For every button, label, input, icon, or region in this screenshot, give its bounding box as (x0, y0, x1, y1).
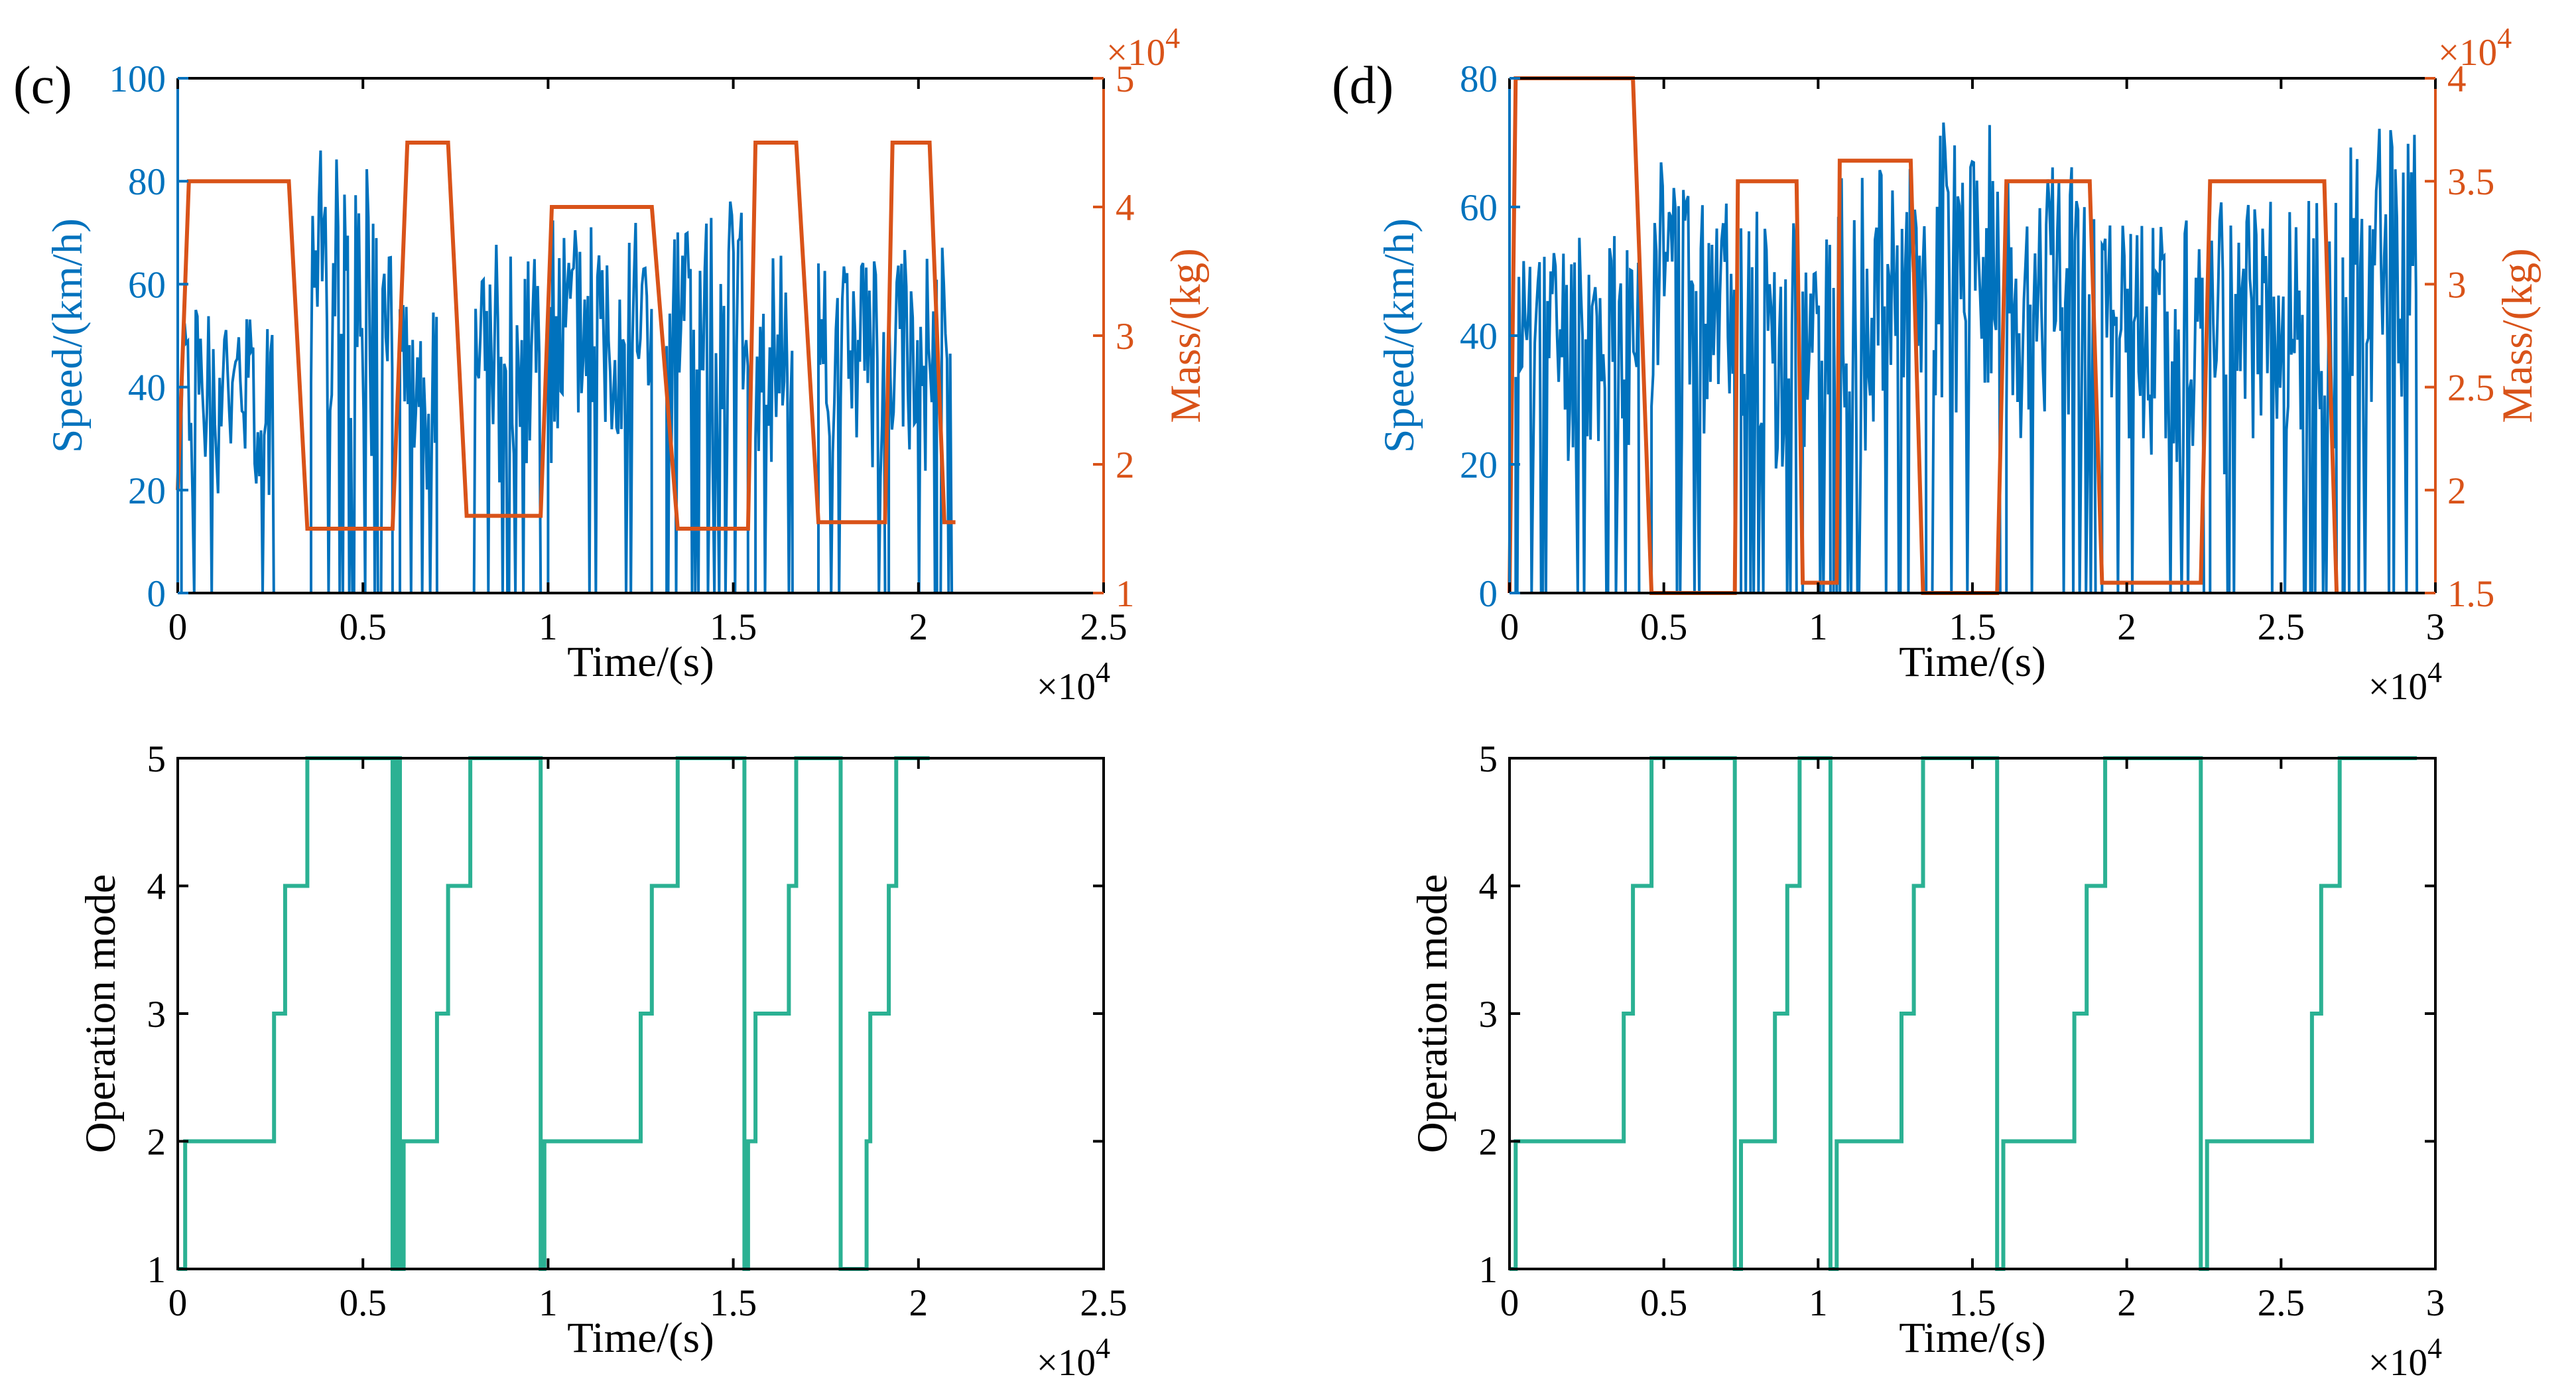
y-tick-label-left-d: 80 (1460, 58, 1498, 100)
x-tick-label-c: 2.5 (1080, 606, 1127, 648)
y-tick-label-right-d: 3.5 (2447, 161, 2494, 203)
mode-x-axis-multiplier-d-exp: 4 (2427, 1332, 2442, 1364)
mode-y-tick-label-c: 2 (147, 1122, 166, 1164)
y-tick-label-left-c: 80 (128, 161, 166, 203)
mode-y-axis-label-c: Operation mode (77, 874, 125, 1154)
mass-series-c (176, 141, 956, 531)
x-tick-label-c: 0.5 (340, 606, 387, 648)
right-axis-multiplier-c: ×104 (1106, 22, 1180, 74)
y-tick-label-right-d: 3 (2447, 264, 2467, 306)
y-tick-label-left-d: 60 (1460, 187, 1498, 229)
y-tick-label-right-c: 3 (1116, 316, 1135, 358)
y-tick-label-right-d: 2 (2447, 470, 2467, 512)
x-tick-label-c: 0 (168, 606, 188, 648)
x-axis-multiplier-c-exp: 4 (1096, 656, 1110, 689)
mode-series-c (178, 756, 930, 1271)
mode-x-axis-multiplier-c: ×104 (1037, 1332, 1110, 1384)
mode-y-tick-label-d: 4 (1479, 866, 1498, 908)
right-axis-multiplier-d-base: ×10 (2438, 32, 2497, 74)
y-axis-label-right-d: Mass/(kg) (2494, 248, 2542, 423)
y-tick-label-left-d: 40 (1460, 316, 1498, 358)
mode-frame-d (1508, 757, 2437, 1270)
mode-x-tick-label-c: 1.5 (710, 1282, 757, 1324)
x-axis-multiplier-c: ×104 (1037, 656, 1110, 708)
mode-x-tick-label-d: 1.5 (1949, 1282, 1996, 1324)
mode-x-tick-label-d: 2 (2117, 1282, 2136, 1324)
mode-y-tick-label-c: 3 (147, 994, 166, 1035)
mode-y-tick-label-c: 5 (147, 738, 166, 780)
mode-x-tick-label-c: 1 (539, 1282, 558, 1324)
mode-x-axis-multiplier-c-exp: 4 (1096, 1332, 1110, 1364)
y-tick-label-right-c: 5 (1116, 58, 1135, 100)
y-tick-label-left-c: 60 (128, 264, 166, 306)
mode-x-tick-label-d: 1 (1809, 1282, 1828, 1324)
mode-y-tick-label-c: 1 (147, 1249, 166, 1291)
x-axis-multiplier-c-base: ×10 (1037, 666, 1096, 708)
x-tick-label-d: 1.5 (1949, 606, 1996, 648)
y-tick-label-right-c: 2 (1116, 444, 1135, 486)
mode-series-d (1510, 756, 2417, 1271)
mode-x-tick-label-d: 0 (1500, 1282, 1519, 1324)
y-axis-label-left-d: Speed/(km/h) (1376, 218, 1423, 453)
mode-x-tick-label-c: 0.5 (340, 1282, 387, 1324)
right-axis-multiplier-d: ×104 (2438, 22, 2512, 74)
x-tick-label-d: 1 (1809, 606, 1828, 648)
panel-label-c: (c) (13, 56, 72, 115)
x-axis-label-c: Time/(s) (567, 638, 714, 686)
panel-label-d: (d) (1332, 56, 1393, 115)
mode-x-tick-label-d: 0.5 (1640, 1282, 1687, 1324)
y-tick-label-right-d: 1.5 (2447, 573, 2494, 615)
x-tick-label-d: 3 (2426, 606, 2445, 648)
x-tick-label-d: 2.5 (2258, 606, 2305, 648)
y-tick-label-right-d: 4 (2447, 58, 2467, 100)
y-tick-label-left-d: 0 (1479, 573, 1498, 615)
mode-x-axis-multiplier-d: ×104 (2368, 1332, 2442, 1384)
x-tick-label-c: 1.5 (710, 606, 757, 648)
right-axis-multiplier-c-exp: 4 (1165, 22, 1180, 54)
mode-x-axis-multiplier-d-base: ×10 (2368, 1342, 2427, 1384)
right-axis-multiplier-c-base: ×10 (1106, 32, 1165, 74)
x-axis-multiplier-d-base: ×10 (2368, 666, 2427, 708)
x-tick-label-d: 0.5 (1640, 606, 1687, 648)
x-tick-label-d: 2 (2117, 606, 2136, 648)
right-axis-multiplier-d-exp: 4 (2497, 22, 2512, 54)
y-tick-label-left-c: 20 (128, 470, 166, 512)
mode-x-axis-label-c: Time/(s) (567, 1314, 714, 1362)
y-tick-label-left-c: 100 (109, 58, 166, 100)
mode-x-axis-multiplier-c-base: ×10 (1037, 1342, 1096, 1384)
mode-x-tick-label-c: 0 (168, 1282, 188, 1324)
y-tick-label-left-d: 20 (1460, 444, 1498, 486)
mode-x-axis-label-d: Time/(s) (1899, 1314, 2046, 1362)
x-tick-label-d: 0 (1500, 606, 1519, 648)
y-tick-label-left-c: 40 (128, 367, 166, 409)
mode-y-tick-label-d: 5 (1479, 738, 1498, 780)
x-axis-multiplier-d: ×104 (2368, 656, 2442, 708)
mode-x-tick-label-c: 2 (909, 1282, 929, 1324)
speed-series-d (1514, 122, 2419, 594)
mode-x-tick-label-d: 3 (2426, 1282, 2445, 1324)
y-tick-label-right-c: 4 (1116, 187, 1135, 229)
mode-y-axis-label-d: Operation mode (1409, 874, 1456, 1154)
x-tick-label-c: 2 (909, 606, 929, 648)
y-axis-label-left-c: Speed/(km/h) (44, 218, 92, 453)
mode-x-tick-label-c: 2.5 (1080, 1282, 1127, 1324)
x-axis-label-d: Time/(s) (1899, 638, 2046, 686)
x-axis-multiplier-d-exp: 4 (2427, 656, 2442, 689)
x-tick-label-c: 1 (539, 606, 558, 648)
y-tick-label-right-c: 1 (1116, 573, 1135, 615)
y-tick-label-right-d: 2.5 (2447, 367, 2494, 409)
mode-x-tick-label-d: 2.5 (2258, 1282, 2305, 1324)
y-tick-label-left-c: 0 (147, 573, 166, 615)
mode-y-tick-label-d: 2 (1479, 1122, 1498, 1164)
y-axis-label-right-c: Mass/(kg) (1162, 248, 1210, 423)
mode-y-tick-label-d: 1 (1479, 1249, 1498, 1291)
mode-y-tick-label-c: 4 (147, 866, 166, 908)
mode-y-tick-label-d: 3 (1479, 994, 1498, 1035)
